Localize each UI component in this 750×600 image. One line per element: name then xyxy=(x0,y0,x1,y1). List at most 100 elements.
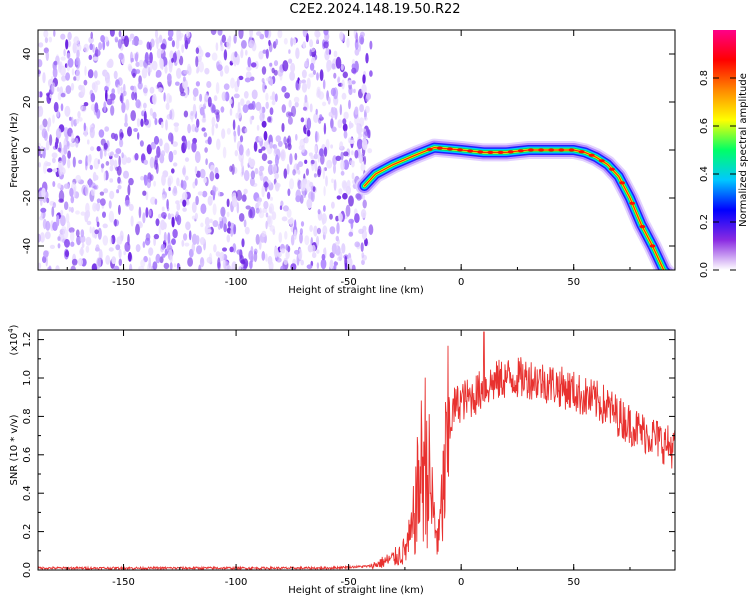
noise-blob xyxy=(67,158,71,169)
noise-blob xyxy=(199,106,205,116)
colorbar-tick-label: 0.6 xyxy=(699,118,710,134)
noise-blob xyxy=(233,34,237,44)
noise-blob xyxy=(340,63,344,71)
noise-blob xyxy=(75,174,82,183)
noise-blob xyxy=(93,174,99,181)
noise-blob xyxy=(261,146,266,151)
noise-blob xyxy=(138,39,143,46)
noise-blob xyxy=(58,61,63,70)
noise-blob xyxy=(226,127,231,135)
noise-blob xyxy=(273,246,279,258)
colorbar-axis: 0.0 0.2 0.4 0.6 0.8 xyxy=(699,70,736,278)
noise-blob xyxy=(346,37,350,48)
noise-blob xyxy=(65,72,70,81)
noise-blob xyxy=(61,75,67,82)
noise-blob xyxy=(354,106,359,115)
noise-blob xyxy=(51,152,58,159)
noise-blob xyxy=(223,223,227,233)
ridge-peak xyxy=(568,148,575,152)
noise-blob xyxy=(51,206,55,218)
noise-blob xyxy=(294,228,297,240)
noise-blob xyxy=(360,242,364,253)
noise-blob xyxy=(236,189,242,201)
noise-blob xyxy=(338,212,343,222)
noise-blob xyxy=(83,102,89,107)
noise-blob xyxy=(160,121,164,129)
noise-blob xyxy=(267,116,272,123)
noise-blob xyxy=(211,52,218,61)
noise-blob xyxy=(138,59,144,67)
noise-blob xyxy=(316,227,322,235)
noise-blob xyxy=(281,104,286,113)
noise-blob xyxy=(261,120,267,128)
noise-blob xyxy=(47,121,50,132)
noise-blob xyxy=(90,31,93,39)
noise-blob xyxy=(237,107,242,119)
noise-blob xyxy=(184,242,190,247)
noise-blob xyxy=(360,163,366,172)
noise-blob xyxy=(52,221,58,231)
noise-blob xyxy=(154,155,158,166)
noise-blob xyxy=(312,69,316,75)
noise-blob xyxy=(161,194,166,201)
noise-blob xyxy=(328,111,332,117)
noise-blob xyxy=(151,60,158,71)
noise-blob xyxy=(38,59,43,68)
noise-blob xyxy=(209,171,215,182)
noise-blob xyxy=(288,99,292,108)
noise-blob xyxy=(149,60,153,73)
noise-blob xyxy=(75,229,80,237)
noise-blob xyxy=(310,190,315,203)
noise-blob xyxy=(330,144,333,149)
noise-blob xyxy=(116,189,120,194)
noise-blob xyxy=(109,30,115,37)
noise-blob xyxy=(241,194,247,202)
noise-blob xyxy=(181,180,187,191)
noise-blob xyxy=(327,96,331,105)
noise-blob xyxy=(109,158,115,167)
noise-blob xyxy=(143,174,148,186)
noise-blob xyxy=(320,153,325,165)
colorbar-tick-label: 0.4 xyxy=(699,166,710,182)
noise-blob xyxy=(158,225,162,236)
noise-blob xyxy=(258,136,263,142)
noise-blob xyxy=(135,69,141,74)
signal-ridge xyxy=(355,138,675,270)
noise-blob xyxy=(258,148,263,154)
noise-blob xyxy=(133,35,140,47)
noise-blob xyxy=(103,101,107,113)
noise-blob xyxy=(261,185,265,198)
noise-blob xyxy=(85,236,92,246)
noise-blob xyxy=(285,250,290,260)
noise-blob xyxy=(296,163,300,171)
noise-blob xyxy=(150,196,157,205)
noise-blob xyxy=(76,49,80,59)
noise-blob xyxy=(38,262,42,269)
noise-blob xyxy=(191,233,198,245)
noise-blob xyxy=(269,225,276,232)
noise-blob xyxy=(121,102,126,114)
noise-blob xyxy=(304,136,309,144)
noise-blob xyxy=(143,102,147,109)
noise-blob xyxy=(130,215,134,227)
noise-blob xyxy=(217,257,221,269)
noise-blob xyxy=(275,182,279,187)
noise-blob xyxy=(98,249,103,261)
noise-blob xyxy=(356,123,360,128)
noise-blob xyxy=(228,35,232,43)
ridge-peak xyxy=(609,167,615,171)
noise-blob xyxy=(323,186,326,197)
noise-blob xyxy=(339,104,342,116)
noise-blob xyxy=(313,225,318,237)
noise-blob xyxy=(281,216,288,222)
noise-blob xyxy=(313,113,319,123)
noise-blob xyxy=(94,49,101,57)
noise-blob xyxy=(135,61,140,67)
noise-blob xyxy=(109,178,114,183)
noise-blob xyxy=(238,30,244,39)
noise-blob xyxy=(354,48,360,56)
noise-blob xyxy=(152,261,158,270)
noise-blob xyxy=(250,170,256,180)
noise-blob xyxy=(192,87,199,97)
noise-blob xyxy=(223,49,228,61)
